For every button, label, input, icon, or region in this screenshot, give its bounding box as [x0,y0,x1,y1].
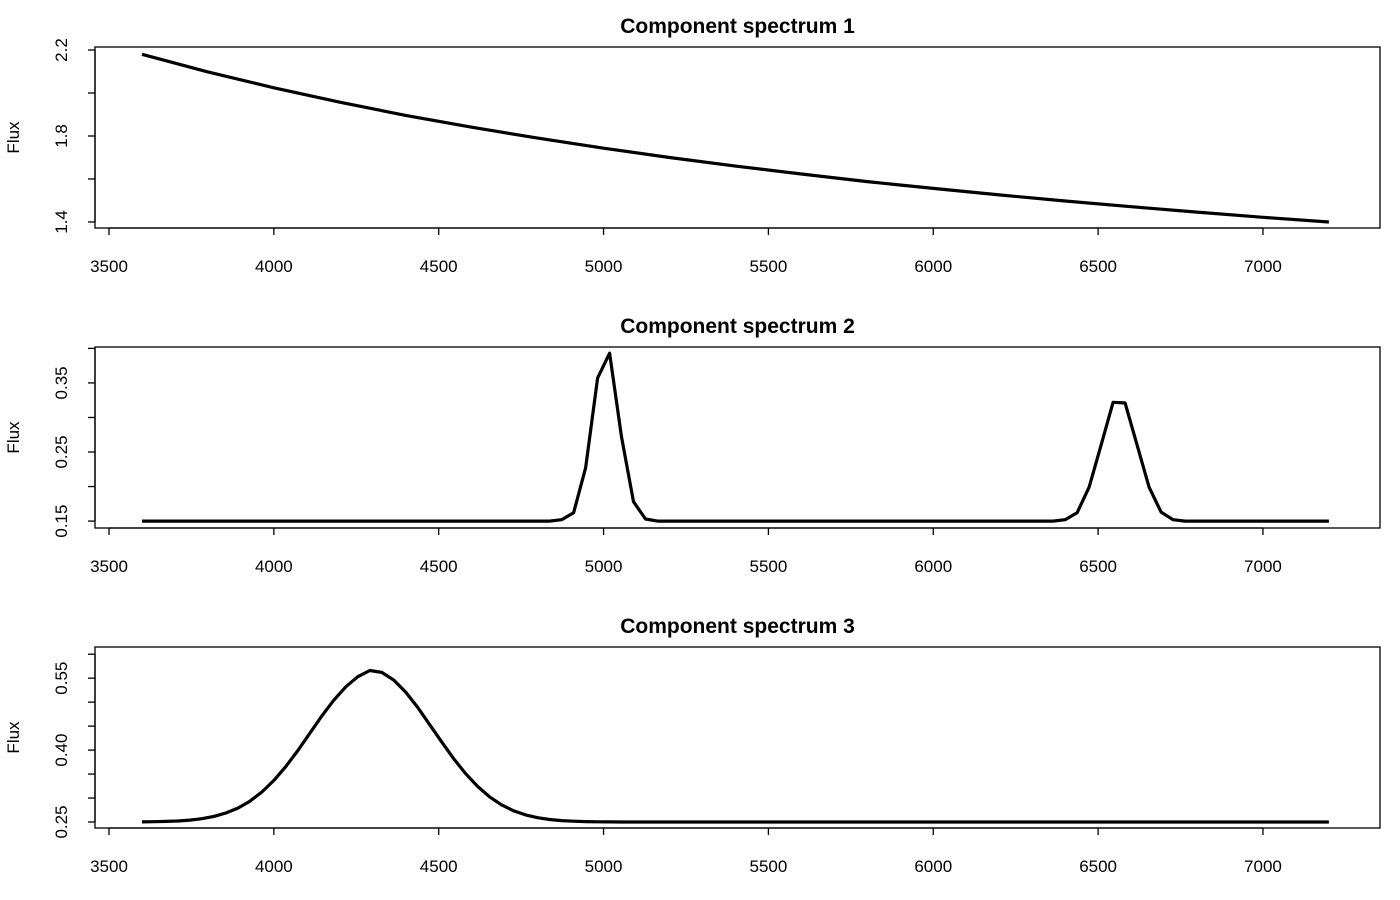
x-tick-label: 5000 [585,557,623,576]
x-tick-label: 4500 [420,857,458,876]
x-tick-label: 3500 [90,857,128,876]
plot-frame [94,346,1381,529]
x-tick-label: 6000 [914,857,952,876]
x-tick-label: 7000 [1244,257,1282,276]
spectrum-line [142,351,1329,523]
panel-title: Component spectrum 2 [620,315,855,338]
x-tick-label: 4000 [255,857,293,876]
y-tick-label: 0.25 [52,805,71,838]
y-axis-label: Flux [4,721,23,754]
y-axis-label: Flux [4,121,23,154]
panel-title: Component spectrum 1 [620,15,855,38]
x-tick-label: 4500 [420,557,458,576]
x-tick-label: 6500 [1079,557,1117,576]
y-tick-label: 0.40 [52,734,71,767]
y-tick-label: 0.35 [52,366,71,399]
x-tick-label: 6000 [914,557,952,576]
x-tick-label: 4000 [255,257,293,276]
x-tick-label: 4500 [420,257,458,276]
y-tick-label: 1.8 [52,124,71,148]
panel-2: Component spectrum 2 3500 4000 4500 5000 5500… [4,315,1381,576]
x-tick-label: 5000 [585,257,623,276]
y-axis-label: Flux [4,421,23,454]
x-tick-label: 7000 [1244,557,1282,576]
y-tick-label: 2.2 [52,38,71,62]
plot-frame [94,46,1381,229]
spectrum-line [141,52,1330,224]
plot-frame [94,646,1381,829]
x-tick-label: 5500 [749,557,787,576]
panel-title: Component spectrum 3 [620,615,855,638]
x-tick-label: 6000 [914,257,952,276]
x-tick-label: 3500 [90,257,128,276]
y-tick-label: 0.25 [52,435,71,468]
x-tick-label: 3500 [90,557,128,576]
x-tick-label: 5500 [749,857,787,876]
y-tick-label: 0.15 [52,505,71,538]
x-tick-label: 5500 [749,257,787,276]
x-tick-label: 7000 [1244,857,1282,876]
x-tick-label: 6500 [1079,857,1117,876]
y-tick-label: 0.55 [52,662,71,695]
panel-1: Component spectrum 1 3500 4000 4500 5000 5500… [4,15,1381,276]
spectrum-line [141,668,1329,824]
x-tick-label: 6500 [1079,257,1117,276]
panel-3: Component spectrum 3 3500 4000 4500 5000 5500… [4,615,1381,876]
y-tick-label: 1.4 [52,210,71,234]
x-tick-label: 5000 [585,857,623,876]
x-tick-label: 4000 [255,557,293,576]
